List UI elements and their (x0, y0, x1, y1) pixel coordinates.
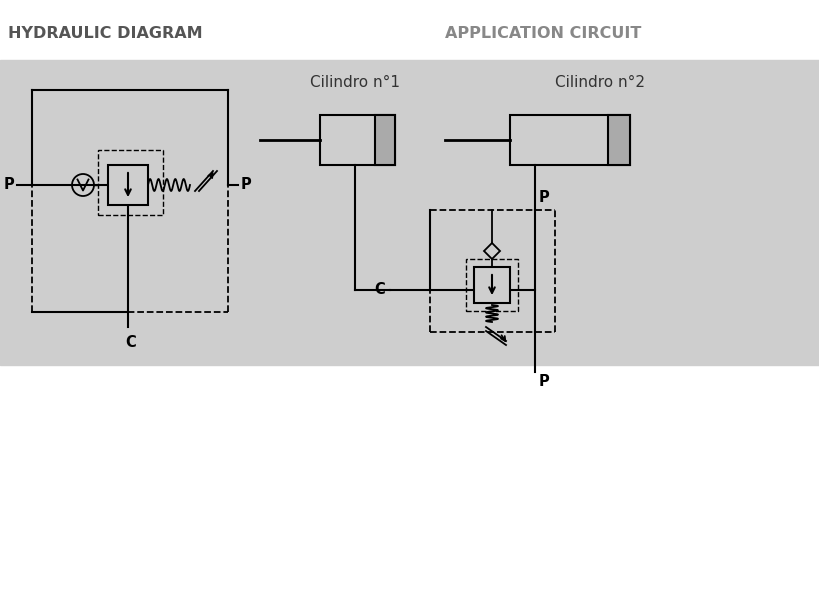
Text: Cilindro n°2: Cilindro n°2 (554, 75, 645, 90)
Bar (607, 115, 629, 165)
Text: HYDRAULIC DIAGRAM: HYDRAULIC DIAGRAM (8, 26, 202, 41)
Bar (319, 115, 395, 165)
Bar (374, 115, 395, 165)
Text: P: P (241, 178, 251, 193)
Bar (509, 115, 629, 165)
Bar (0, 0, 819, 60)
Text: P: P (3, 178, 14, 193)
Text: Cilindro n°1: Cilindro n°1 (310, 75, 400, 90)
Text: P: P (538, 190, 549, 205)
Bar (108, 165, 147, 205)
Bar (465, 259, 518, 311)
Bar (0, 60, 819, 365)
Text: APPLICATION CIRCUIT: APPLICATION CIRCUIT (445, 26, 640, 41)
Text: C: C (373, 283, 385, 298)
Bar (473, 267, 509, 303)
Text: C: C (125, 335, 136, 350)
Text: P: P (538, 374, 549, 389)
Bar (98, 150, 163, 215)
